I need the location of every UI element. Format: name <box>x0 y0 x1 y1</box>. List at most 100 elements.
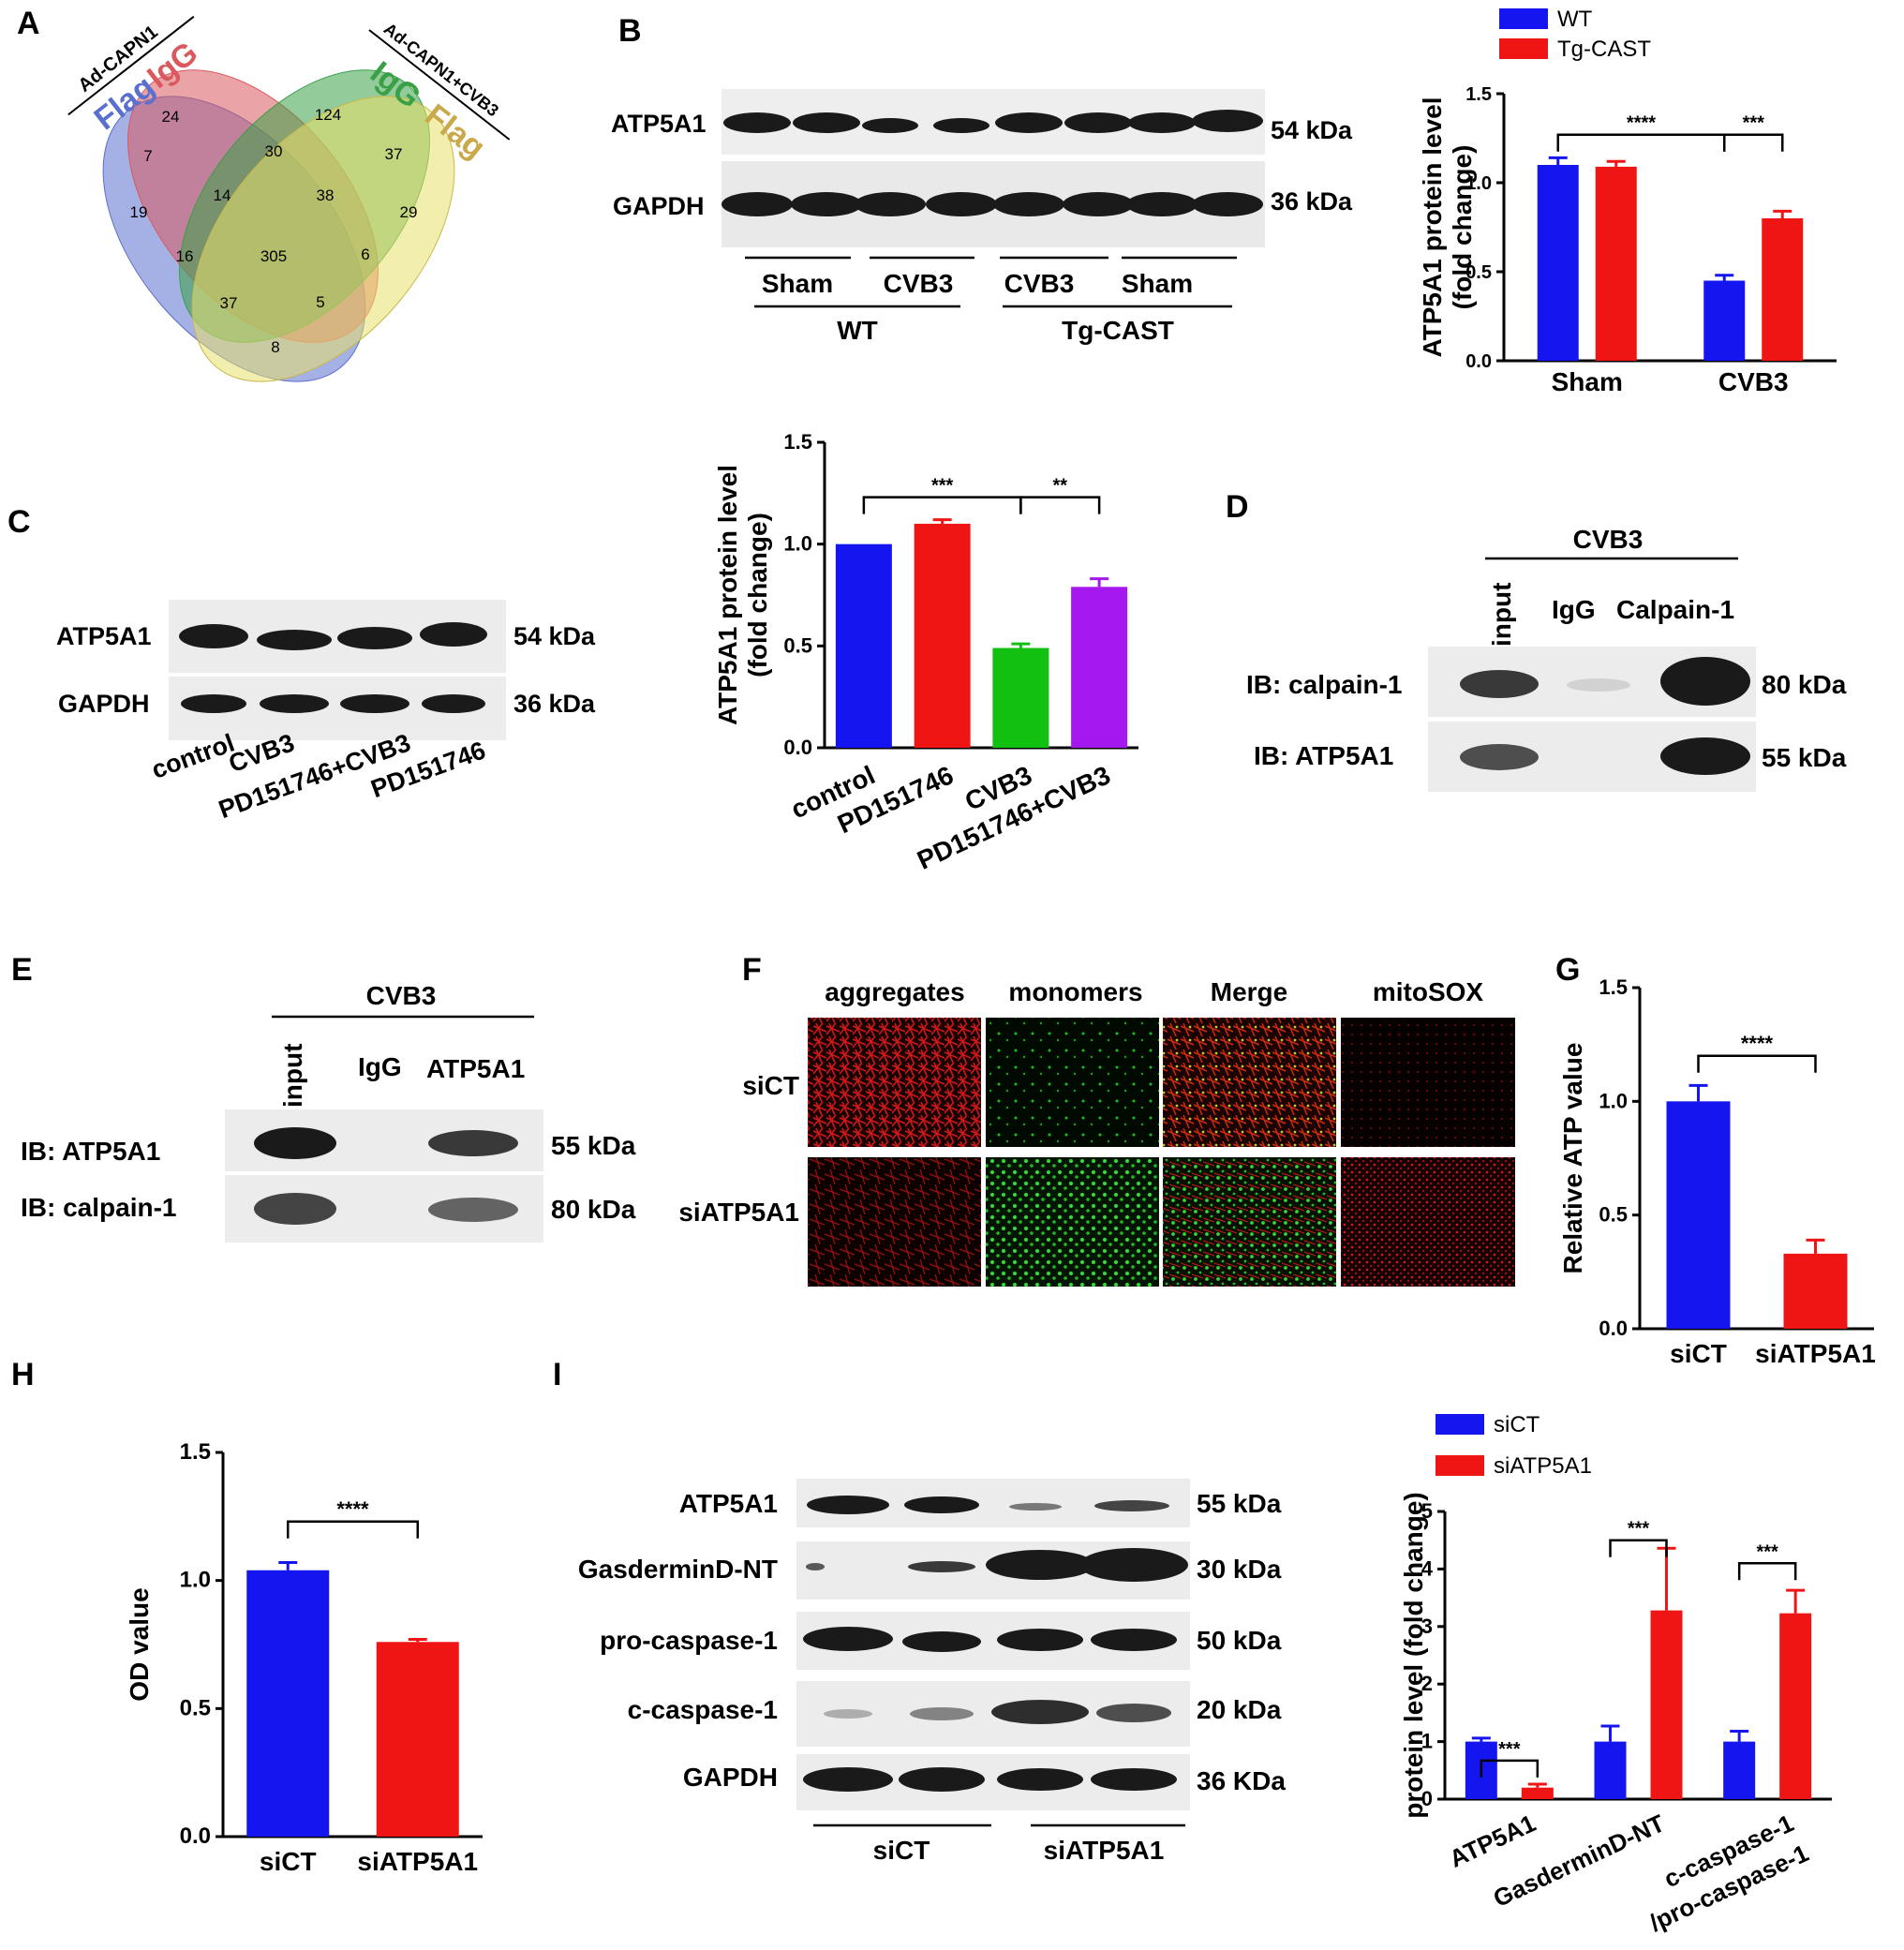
kda-label: 54 kDa <box>513 622 596 650</box>
bar <box>1594 1741 1627 1799</box>
ip-col-label: ATP5A1 <box>426 1054 525 1083</box>
y-tick-label: 1.5 <box>180 1439 211 1465</box>
blot-label: ATP5A1 <box>679 1489 778 1518</box>
bar <box>1521 1787 1554 1799</box>
y-axis-label: OD value <box>125 1587 154 1701</box>
micro-image-mitosox-sict <box>1341 1018 1515 1147</box>
group-label: siATP5A1 <box>1044 1836 1165 1865</box>
x-tick-label: Sham <box>1552 367 1623 396</box>
legend-label: WT <box>1557 7 1593 32</box>
y-tick-label: 0.5 <box>1599 1203 1628 1227</box>
panel-label-h: H <box>11 1357 35 1392</box>
panel-label-e: E <box>11 952 33 988</box>
ib-label: IB: ATP5A1 <box>1254 741 1393 770</box>
micro-col-labels: aggregates monomers Merge mitoSOX <box>825 977 1483 1006</box>
bar <box>1779 1613 1812 1799</box>
significance-bracket <box>1723 133 1784 152</box>
lane-label: CVB3 <box>884 269 954 298</box>
blot-label: GAPDH <box>58 690 150 718</box>
micro-row-label: siATP5A1 <box>678 1198 799 1227</box>
venn-count: 38 <box>317 186 335 204</box>
venn-count: 8 <box>271 338 279 356</box>
blot-bands-atp5a1 <box>179 622 487 650</box>
y-axis-label: (fold change) <box>743 513 772 677</box>
ip-col-label: Calpain-1 <box>1616 595 1734 624</box>
bar <box>1723 1741 1756 1799</box>
ip-bands <box>254 1127 518 1225</box>
panel-label-i: I <box>553 1357 561 1392</box>
micro-image-monomers-siatp5a1 <box>986 1157 1159 1287</box>
venn-count: 6 <box>361 246 369 263</box>
panel-label-f: F <box>742 952 762 988</box>
legend-label: Tg-CAST <box>1557 37 1651 62</box>
x-tick-label: CVB3 <box>1718 367 1789 396</box>
significance-label: **** <box>336 1497 369 1521</box>
legend-swatch <box>1435 1455 1484 1476</box>
blot-bands-gapdh <box>721 192 1263 216</box>
bar <box>1762 218 1804 361</box>
lane-label: CVB3 <box>1004 269 1075 298</box>
significance-bracket <box>862 496 1022 514</box>
group-label: Tg-CAST <box>1062 316 1174 345</box>
ip-col-label: IgG <box>1552 595 1596 624</box>
kda-label: 36 kDa <box>1271 187 1353 216</box>
significance-label: **** <box>1741 1032 1774 1055</box>
micro-image-aggregates-siatp5a1 <box>808 1157 981 1287</box>
y-tick-label: 0.0 <box>1465 351 1492 372</box>
y-tick-label: 1.5 <box>1599 975 1628 999</box>
group-label: siCT <box>873 1836 930 1865</box>
x-tick-label: siATP5A1 <box>357 1847 478 1876</box>
y-axis-label: protein level (fold change) <box>1399 1492 1428 1818</box>
ib-label: IB: calpain-1 <box>1246 670 1402 699</box>
blot-label: GasderminD-NT <box>578 1555 778 1584</box>
ip-header: CVB3 <box>366 981 437 1010</box>
ip-bands <box>1460 657 1750 775</box>
chart-b: 0.0 0.5 1.0 1.5 ATP5A1 protein level (fold ch… <box>1418 7 1837 396</box>
micro-image-aggregates-sict <box>808 1018 981 1147</box>
significance-bracket <box>1609 1539 1668 1557</box>
bar <box>1666 1101 1731 1329</box>
significance-label: **** <box>1627 113 1656 134</box>
kda-label: 80 kDa <box>551 1195 636 1224</box>
kda-labels: 55 kDa 30 kDa 50 kDa 20 kDa 36 KDa <box>1197 1489 1286 1795</box>
panel-f: F aggregates monomers Merge mitoSOX siCT… <box>678 952 1515 1287</box>
blot-label: ATP5A1 <box>56 622 152 650</box>
y-tick-label: 1.0 <box>1465 173 1492 194</box>
bar <box>1650 1610 1683 1799</box>
ip-header: CVB3 <box>1573 525 1644 554</box>
panel-e: E CVB3 input IgG ATP5A1 IB: ATP5A1 IB: c… <box>11 952 636 1243</box>
panel-label-g: G <box>1555 952 1580 988</box>
group-label: WT <box>837 316 878 345</box>
significance-bracket <box>287 1520 419 1539</box>
blot-label: GAPDH <box>683 1763 778 1792</box>
venn-count: 305 <box>260 247 287 265</box>
micro-col-label: aggregates <box>825 977 964 1006</box>
kda-label: 50 kDa <box>1197 1626 1282 1655</box>
blot-labels: ATP5A1 GasderminD-NT pro-caspase-1 c-cas… <box>578 1489 778 1792</box>
significance-label: ** <box>1052 476 1067 497</box>
bar <box>1537 165 1579 361</box>
y-tick-label: 0.0 <box>180 1823 211 1849</box>
bar <box>376 1642 459 1837</box>
micro-image-merge-siatp5a1 <box>1163 1157 1336 1287</box>
kda-label: 30 kDa <box>1197 1555 1282 1584</box>
y-tick-label: 1.0 <box>783 532 812 556</box>
venn-count: 37 <box>385 145 403 163</box>
venn-count: 37 <box>220 294 238 312</box>
kda-label: 36 kDa <box>513 690 596 718</box>
significance-bracket <box>1019 496 1101 514</box>
y-tick-label: 5 <box>1421 1499 1433 1523</box>
lane-label: Sham <box>1122 269 1193 298</box>
legend-label: siATP5A1 <box>1494 1453 1592 1479</box>
panel-d: D CVB3 input IgG Calpain-1 IB: calpain-1… <box>1226 489 1847 792</box>
bar <box>1703 280 1746 361</box>
y-tick-label: 0.0 <box>1599 1317 1628 1340</box>
y-tick-label: 1.5 <box>783 430 812 454</box>
venn-count: 7 <box>143 147 152 165</box>
chart-h: 0.0 0.5 1.0 1.5 OD value siCT siATP5A1 **** <box>125 1439 483 1876</box>
micro-image-mitosox-siatp5a1 <box>1341 1157 1515 1287</box>
kda-label: 55 kDa <box>1197 1489 1282 1518</box>
significance-label: *** <box>931 476 954 497</box>
legend-swatch <box>1499 38 1548 59</box>
